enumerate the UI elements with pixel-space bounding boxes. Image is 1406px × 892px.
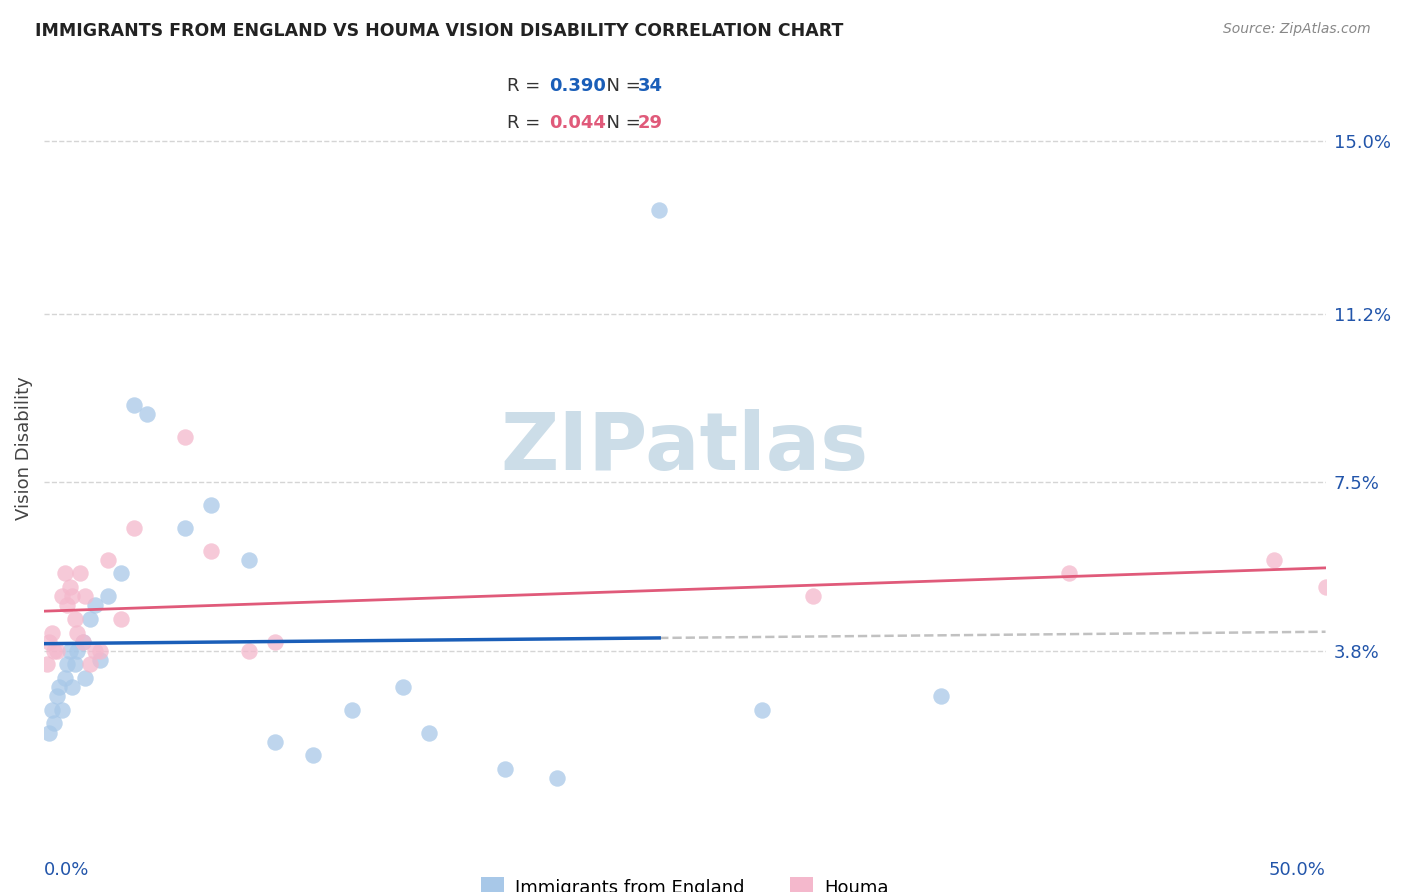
Point (97, 589, 120, 603)
Text: N =: N = (595, 114, 647, 132)
Point (929, 689, 952, 703)
Point (41, 703, 63, 717)
Point (648, 202, 671, 217)
Point (801, 589, 824, 603)
Point (84, 643, 107, 657)
Point (200, 498, 222, 512)
Point (135, 407, 157, 421)
Point (1263, 553, 1285, 567)
Point (53, 671, 76, 685)
Point (1315, 580, 1337, 594)
Text: 34: 34 (637, 77, 662, 95)
Point (751, 703, 773, 717)
Text: ZIPatlas: ZIPatlas (501, 409, 869, 487)
Text: N =: N = (595, 77, 647, 95)
Point (75, 671, 97, 685)
Point (44, 716, 66, 731)
Text: R =: R = (506, 114, 546, 132)
Point (60, 589, 83, 603)
Text: R =: R = (506, 77, 546, 95)
Point (51, 703, 73, 717)
Text: Source: ZipAtlas.com: Source: ZipAtlas.com (1223, 22, 1371, 37)
Point (63, 657, 86, 672)
Point (122, 398, 145, 412)
Point (45, 689, 67, 703)
Point (418, 725, 440, 739)
Legend: Immigrants from England, Houma: Immigrants from England, Houma (474, 871, 896, 892)
Point (200, 543, 222, 558)
Point (60, 680, 83, 694)
Point (110, 612, 132, 626)
Point (263, 634, 285, 648)
Point (263, 734, 285, 748)
Point (302, 748, 325, 763)
Point (53, 566, 76, 581)
Point (97, 553, 120, 567)
Point (174, 430, 197, 444)
Point (56, 657, 79, 672)
Point (89, 653, 111, 667)
Point (48, 680, 70, 694)
Point (72, 634, 94, 648)
Point (59, 643, 82, 657)
Point (35, 657, 58, 672)
Point (56, 599, 79, 613)
Point (238, 643, 260, 657)
Point (75, 589, 97, 603)
Point (122, 521, 145, 535)
Point (494, 762, 516, 776)
Point (79, 657, 101, 672)
Point (174, 521, 197, 535)
Text: 29: 29 (637, 114, 662, 132)
Y-axis label: Vision Disability: Vision Disability (15, 376, 32, 520)
Point (89, 643, 111, 657)
Point (72, 634, 94, 648)
Point (66, 625, 89, 640)
Point (44, 643, 66, 657)
Text: 0.390: 0.390 (548, 77, 606, 95)
Point (546, 771, 568, 785)
Point (66, 643, 89, 657)
Point (392, 680, 415, 694)
Point (41, 625, 63, 640)
Point (1057, 566, 1080, 581)
Point (69, 566, 91, 581)
Text: 50.0%: 50.0% (1268, 861, 1326, 879)
Text: 0.044: 0.044 (548, 114, 606, 132)
Point (238, 553, 260, 567)
Point (63, 612, 86, 626)
Point (51, 589, 73, 603)
Point (59, 580, 82, 594)
Text: IMMIGRANTS FROM ENGLAND VS HOUMA VISION DISABILITY CORRELATION CHART: IMMIGRANTS FROM ENGLAND VS HOUMA VISION … (35, 22, 844, 40)
Point (84, 599, 107, 613)
Text: 0.0%: 0.0% (44, 861, 90, 879)
Point (38, 725, 60, 739)
Point (110, 566, 132, 581)
Point (79, 612, 101, 626)
Point (45, 643, 67, 657)
Point (340, 703, 363, 717)
Point (38, 634, 60, 648)
